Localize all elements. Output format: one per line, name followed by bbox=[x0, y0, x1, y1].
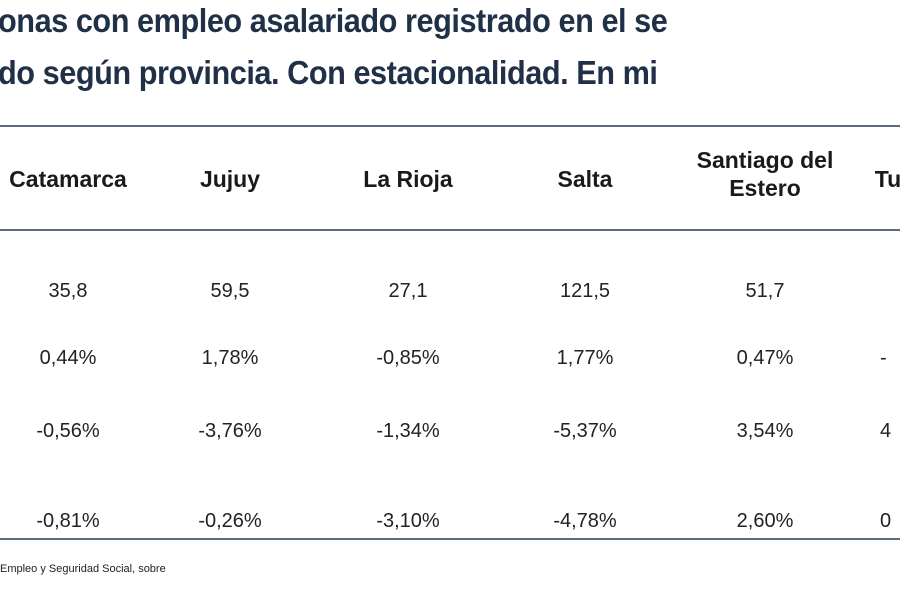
table-cell: - bbox=[880, 347, 887, 369]
column-header: Santiago del Estero bbox=[696, 147, 834, 201]
table-cell: -3,76% bbox=[198, 420, 262, 442]
column-header: La Rioja bbox=[363, 166, 453, 192]
table-cell: -0,81% bbox=[36, 510, 100, 532]
table-cell: 4 bbox=[880, 420, 892, 442]
table-cell: -1,34% bbox=[376, 420, 440, 442]
table-title-line-1: onas con empleo asalariado registrado en… bbox=[0, 2, 668, 39]
table-cell: -0,26% bbox=[198, 510, 262, 532]
source-note: Empleo y Seguridad Social, sobre bbox=[0, 563, 166, 575]
table-cell: 27,1 bbox=[388, 280, 428, 302]
table-cell: 2,60% bbox=[736, 510, 794, 532]
header-top-rule bbox=[0, 125, 900, 127]
table-cell: -0,85% bbox=[376, 347, 440, 369]
column-header: Catamarca bbox=[9, 166, 127, 192]
table-bottom-rule bbox=[0, 538, 900, 540]
table-cell: 0 bbox=[880, 510, 892, 532]
column-header: Salta bbox=[557, 166, 613, 192]
table-cell: 0,47% bbox=[736, 347, 794, 369]
table-cell: 1,77% bbox=[556, 347, 614, 369]
table-cell: 0,44% bbox=[39, 347, 97, 369]
table-cell: 3,54% bbox=[736, 420, 794, 442]
table-cell: -0,56% bbox=[36, 420, 100, 442]
column-header: Jujuy bbox=[199, 166, 261, 192]
table-cell: 35,8 bbox=[48, 280, 88, 302]
header-bottom-rule bbox=[0, 229, 900, 231]
table-cell: 121,5 bbox=[559, 280, 611, 302]
table-cell: -3,10% bbox=[376, 510, 440, 532]
column-header: Tu bbox=[874, 166, 900, 192]
table-cell: 51,7 bbox=[745, 280, 785, 302]
table-cell: -4,78% bbox=[553, 510, 617, 532]
table-cell: 59,5 bbox=[210, 280, 250, 302]
table-cell: -5,37% bbox=[553, 420, 617, 442]
table-title-line-2: do según provincia. Con estacionalidad. … bbox=[0, 54, 658, 91]
table-cell: 1,78% bbox=[201, 347, 259, 369]
